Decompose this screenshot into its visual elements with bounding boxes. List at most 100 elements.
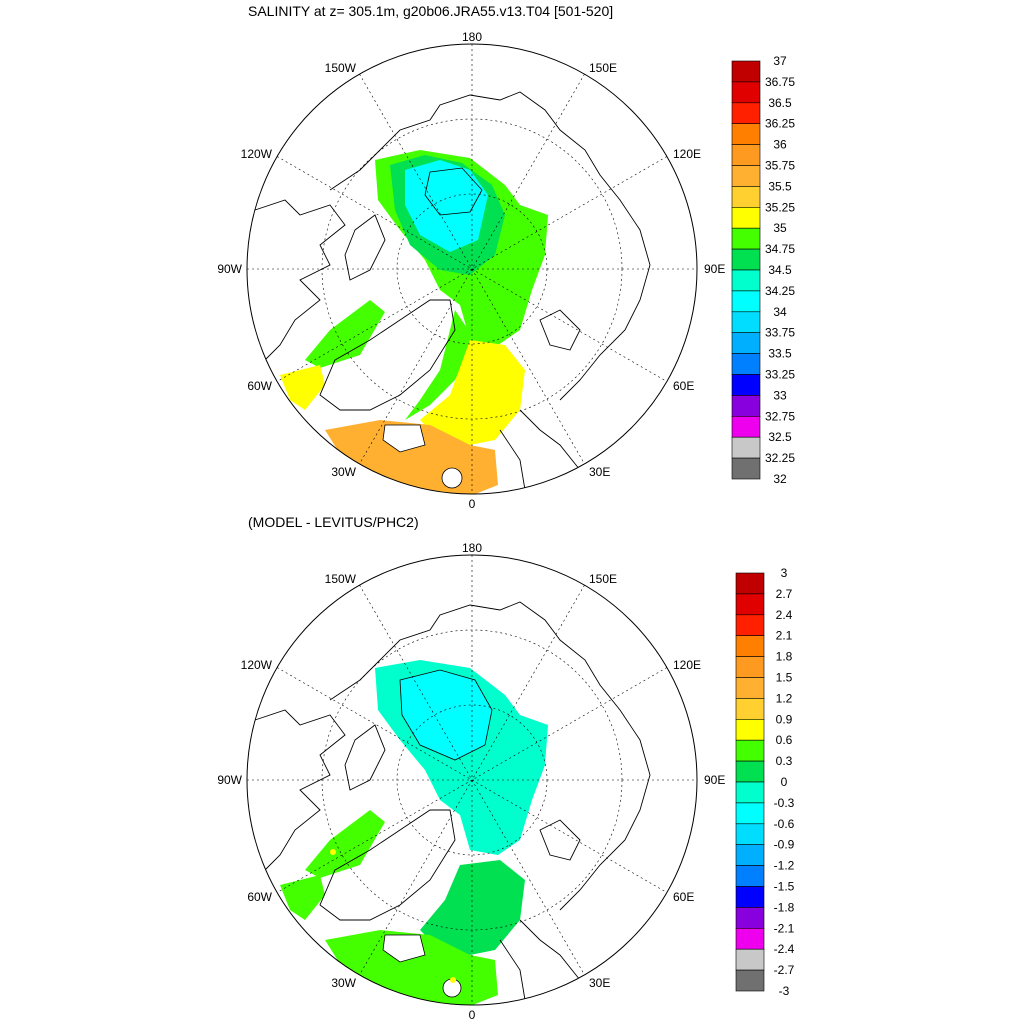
colorbar-swatch [735, 572, 765, 595]
colorbar-swatch [731, 457, 761, 480]
colorbar-label: 1.5 [776, 671, 793, 685]
colorbar-swatch [731, 436, 761, 459]
colorbar-swatch [731, 353, 761, 375]
colorbar-swatch [735, 656, 765, 678]
colorbar-swatch [731, 123, 761, 145]
colorbar-label: 36.25 [765, 117, 795, 131]
salinity-coastlines [254, 91, 651, 491]
colorbar-label: -1.8 [774, 900, 795, 914]
colorbar-swatch [731, 332, 761, 354]
colorbar-swatch [735, 781, 765, 804]
colorbar-label: 34.25 [765, 284, 795, 298]
lon-label-30e: 30E [589, 465, 610, 479]
colorbar-label: -2.4 [774, 942, 795, 956]
colorbar-label: 1.8 [776, 650, 793, 664]
colorbar-label: 34 [773, 305, 787, 319]
colorbar-swatch [735, 593, 765, 616]
colorbar-swatch [735, 614, 765, 636]
colorbar-label: 0.9 [776, 712, 793, 726]
colorbar-label: 35.25 [765, 200, 795, 214]
colorbar-label: 34.75 [765, 242, 795, 256]
colorbar-swatch [731, 290, 761, 313]
colorbar-label: 2.1 [776, 629, 793, 643]
lon-label-120w: 120W [241, 147, 273, 161]
colorbar-label: -3 [779, 984, 790, 998]
colorbar-swatch [735, 760, 765, 783]
colorbar-swatch [731, 415, 761, 438]
lon-label-150w: 150W [325, 572, 357, 586]
colorbar-label: -1.2 [774, 859, 795, 873]
map-title-difference: (MODEL - LEVITUS/PHC2) [248, 514, 419, 530]
lon-label-120e: 120E [673, 658, 701, 672]
colorbar-label: -1.5 [774, 880, 795, 894]
salinity-colorbar: 37 36.75 36.5 36.25 36 35.75 35.5 35.25 35 34.75 3… [731, 54, 795, 486]
colorbar-swatch [731, 60, 761, 83]
colorbar-swatch [731, 227, 761, 250]
colorbar-swatch [735, 823, 765, 845]
colorbar-label: 33.5 [768, 347, 792, 361]
colorbar-swatch [731, 395, 761, 417]
colorbar-swatch [731, 186, 761, 208]
colorbar-label: 36.75 [765, 75, 795, 89]
lon-label-60e: 60E [673, 379, 694, 393]
salinity-map-boundary [246, 43, 698, 495]
lon-label-60e: 60E [673, 890, 694, 904]
difference-map-boundary [246, 554, 698, 1006]
colorbar-label: 0 [781, 775, 788, 789]
salinity-graticule [247, 44, 697, 494]
colorbar-label: 33 [773, 388, 787, 402]
colorbar-label: -0.9 [774, 838, 795, 852]
colorbar-swatch [731, 311, 761, 333]
lon-label-30w: 30W [331, 465, 356, 479]
lon-label-90e: 90E [704, 773, 725, 787]
colorbar-label: 33.25 [765, 368, 795, 382]
lon-label-60w: 60W [247, 379, 272, 393]
colorbar-label: -2.7 [774, 963, 795, 977]
colorbar-swatch [735, 844, 765, 866]
colorbar-swatch [731, 269, 761, 292]
colorbar-label: 35 [773, 221, 787, 235]
colorbar-swatch [731, 248, 761, 271]
colorbar-label: -0.6 [774, 817, 795, 831]
lon-label-60w: 60W [247, 890, 272, 904]
colorbar-label: 0.6 [776, 733, 793, 747]
colorbar-swatch [735, 948, 765, 971]
colorbar-swatch [735, 969, 765, 992]
difference-map: 180 0 90W 90E 150W 120W 60W 30W 150E 120… [217, 541, 725, 1022]
colorbar-label: 37 [773, 54, 787, 68]
colorbar-swatch [731, 144, 761, 166]
lon-label-90e: 90E [704, 262, 725, 276]
lon-label-150w: 150W [325, 61, 357, 75]
colorbar-swatch [731, 81, 761, 104]
lon-label-180: 180 [462, 30, 482, 44]
colorbar-label: -0.3 [774, 796, 795, 810]
colorbar-label: 36.5 [768, 96, 792, 110]
colorbar-label: 0.3 [776, 754, 793, 768]
colorbar-label: 36 [773, 138, 787, 152]
lon-label-30w: 30W [331, 976, 356, 990]
colorbar-swatch [731, 207, 761, 229]
colorbar-swatch [735, 927, 765, 950]
colorbar-label: 32.75 [765, 409, 795, 423]
lon-label-90w: 90W [217, 773, 242, 787]
lon-label-0: 0 [469, 497, 476, 511]
colorbar-swatch [735, 886, 765, 908]
colorbar-label: 33.75 [765, 326, 795, 340]
difference-colorbar: 3 2.7 2.4 2.1 1.8 1.5 1.2 0.9 0.6 0.3 0 -0.3 -0.6 -0.… [735, 566, 795, 998]
colorbar-swatch [731, 102, 761, 125]
salinity-field [280, 150, 548, 494]
colorbar-label: 32 [773, 472, 787, 486]
salinity-map: 180 0 90W 90E 150W 120W 60W 30W 150E 120… [217, 30, 725, 511]
colorbar-label: 3 [781, 566, 788, 580]
colorbar-label: 2.4 [776, 608, 793, 622]
colorbar-swatch [735, 677, 765, 699]
colorbar-label: 35.75 [765, 159, 795, 173]
colorbar-label: 35.5 [768, 179, 792, 193]
colorbar-label: 32.5 [768, 430, 792, 444]
colorbar-label: -2.1 [774, 921, 795, 935]
colorbar-swatch [731, 374, 761, 396]
lon-label-0: 0 [469, 1008, 476, 1022]
lon-label-180: 180 [462, 541, 482, 555]
lon-label-120w: 120W [241, 658, 273, 672]
